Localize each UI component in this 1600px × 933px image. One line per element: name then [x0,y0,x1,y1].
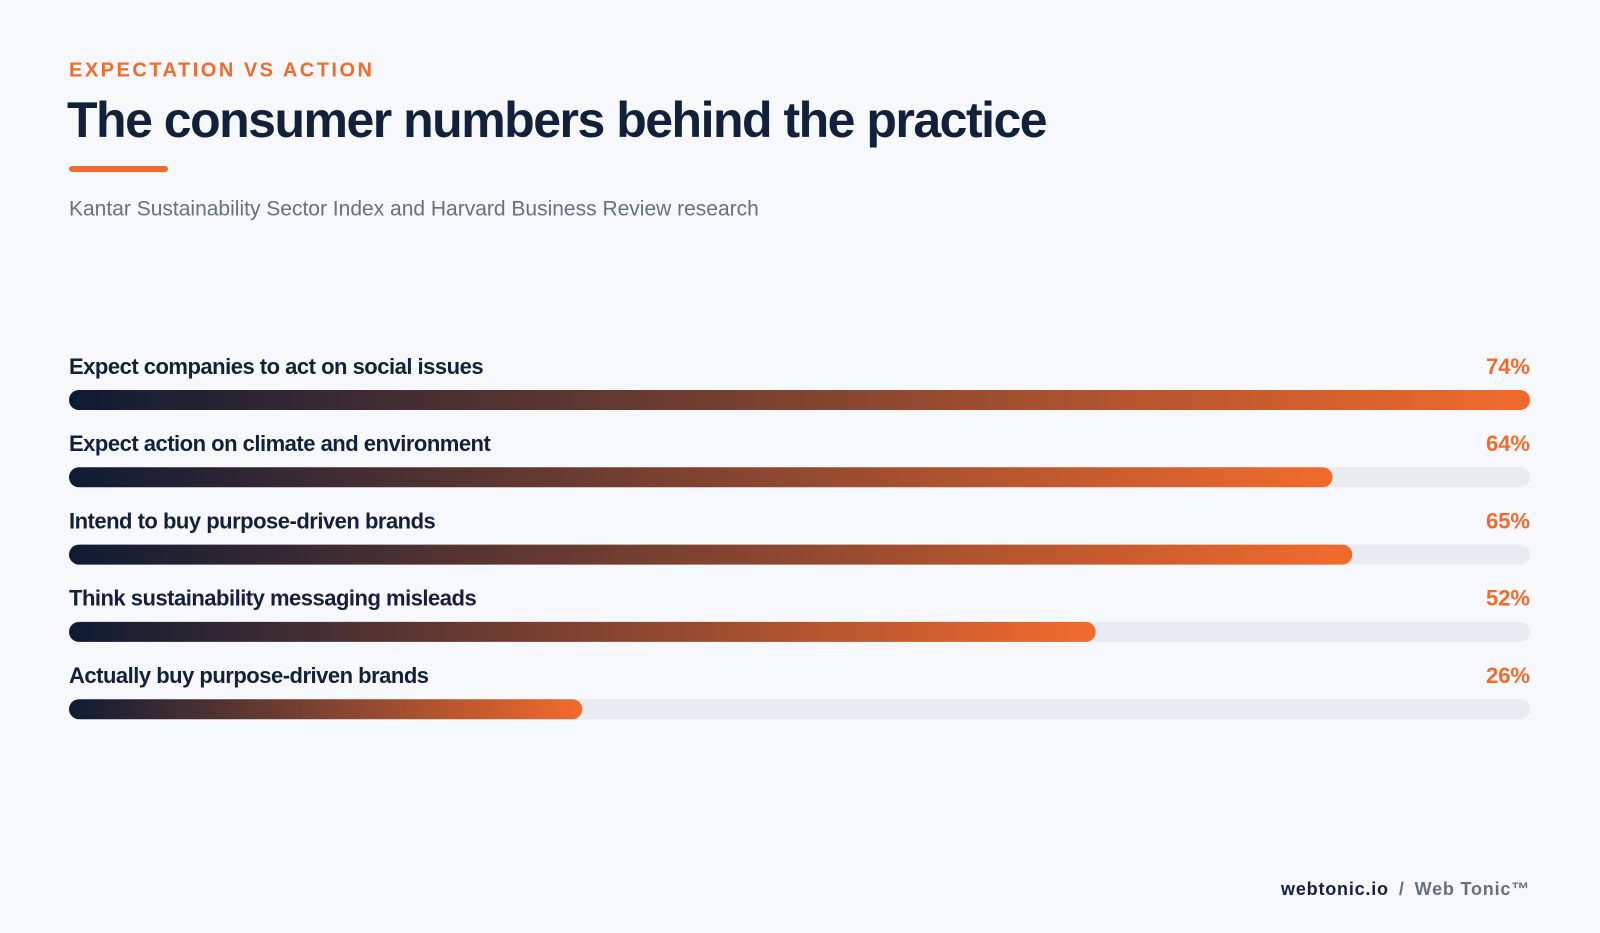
value-label: 64% [1486,431,1530,456]
bar [69,544,1353,565]
category-label: Intend to buy purpose-driven brands [69,508,436,533]
footer-separator: / [1399,879,1405,899]
kicker: EXPECTATION VS ACTION [69,59,374,81]
value-label: 65% [1486,508,1530,533]
chart-title: The consumer numbers behind the practice [67,92,1047,148]
bar [69,699,583,720]
value-label: 74% [1486,354,1530,379]
footer-brand: Web Tonic™ [1415,879,1530,899]
category-label: Expect companies to act on social issues [69,354,483,379]
bar [69,390,1530,410]
footer-site: webtonic.io [1280,879,1389,899]
category-label: Actually buy purpose-driven brands [69,663,429,688]
subtitle: Kantar Sustainability Sector Index and H… [69,198,759,221]
category-label: Expect action on climate and environment [69,431,491,456]
bar [69,467,1333,488]
value-label: 52% [1486,586,1530,611]
footer: webtonic.io / Web Tonic™ [1280,879,1530,899]
category-label: Think sustainability messaging misleads [69,586,476,611]
bar [69,621,1096,642]
value-label: 26% [1486,663,1530,688]
title-underline [69,166,168,172]
